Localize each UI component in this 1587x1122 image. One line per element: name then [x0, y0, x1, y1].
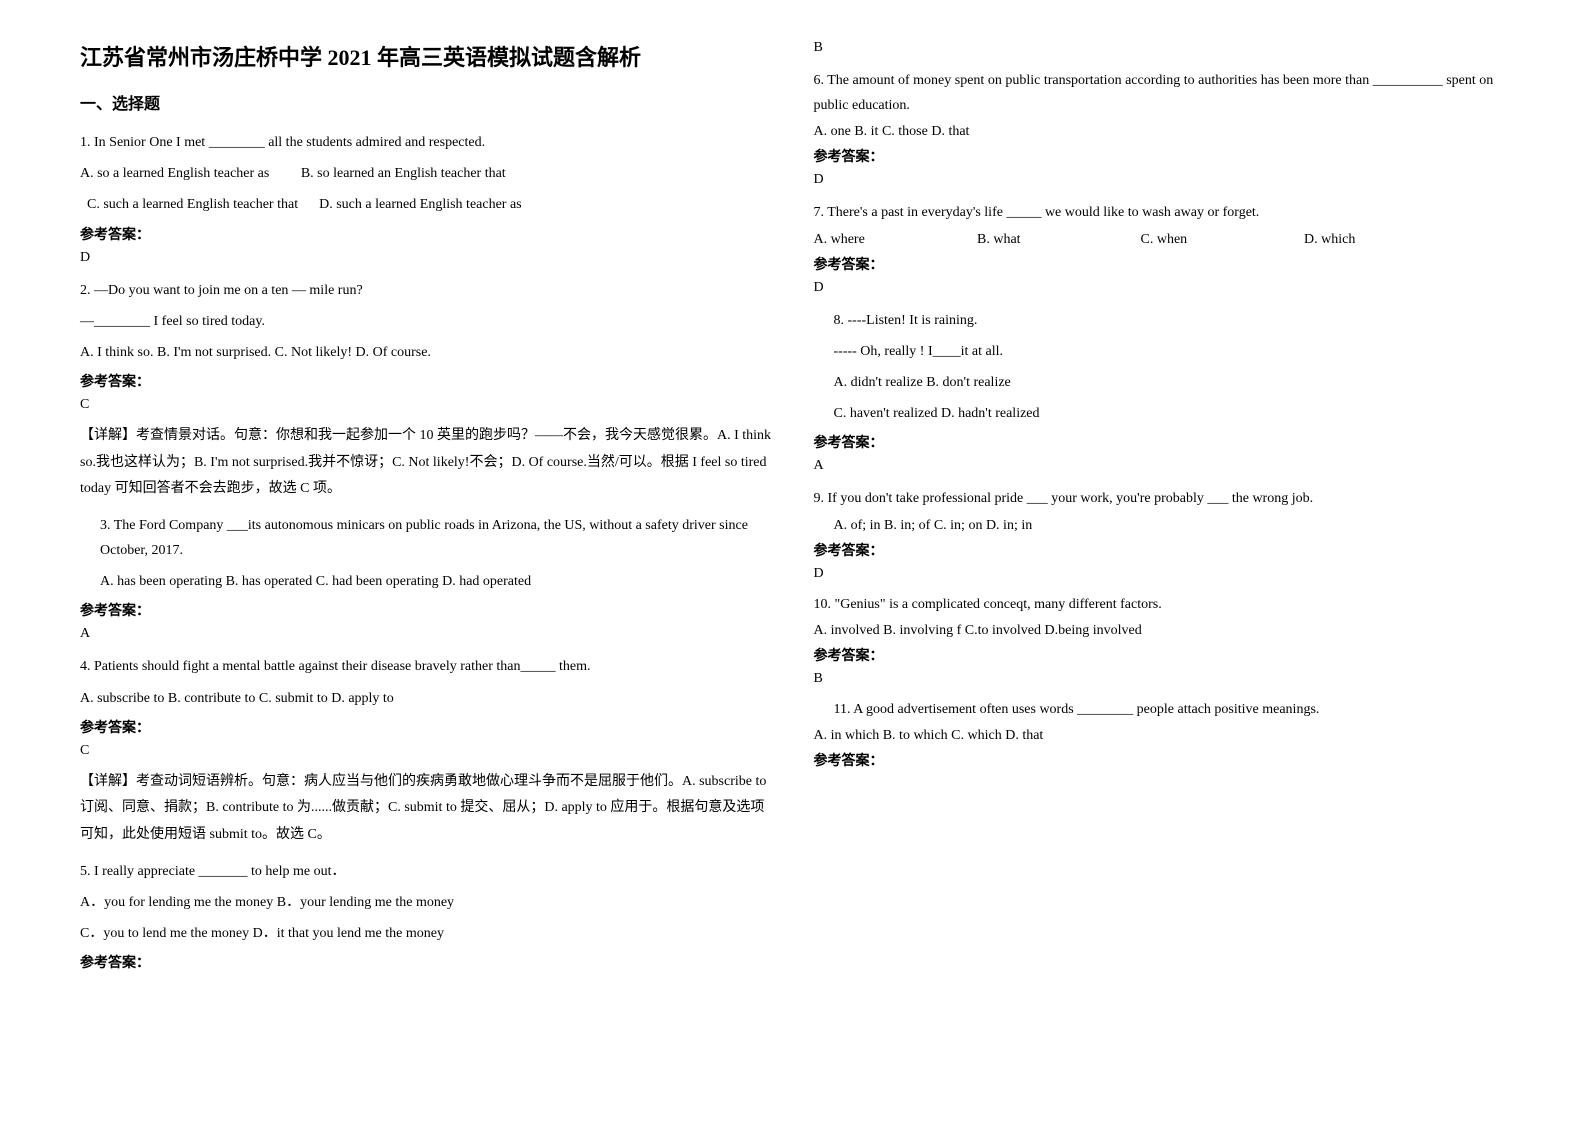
q5-answer-label: 参考答案：: [80, 952, 774, 972]
q11-text: 11. A good advertisement often uses word…: [814, 697, 1508, 722]
q1-options-row2: C. such a learned English teacher that D…: [80, 192, 774, 217]
q7-options: A. where B. what C. when D. which: [814, 232, 1508, 248]
q11-options: A. in which B. to which C. which D. that: [814, 728, 1508, 744]
q10-options: A. involved B. involving f C.to involved…: [814, 623, 1508, 639]
q2-explain: 【详解】考查情景对话。句意：你想和我一起参加一个 10 英里的跑步吗？——不会，…: [80, 423, 774, 503]
q8-optAB: A. didn't realize B. don't realize: [814, 370, 1508, 395]
q6-answer: D: [814, 172, 1508, 188]
q2-line1: 2. —Do you want to join me on a ten — mi…: [80, 278, 774, 303]
q11-answer-label: 参考答案：: [814, 750, 1508, 770]
q6-text: 6. The amount of money spent on public t…: [814, 68, 1508, 118]
q9-answer: D: [814, 566, 1508, 582]
q9-answer-label: 参考答案：: [814, 540, 1508, 560]
q7-optA: A. where: [814, 232, 974, 248]
q7-answer: D: [814, 280, 1508, 296]
q3-text: 3. The Ford Company ___its autonomous mi…: [80, 513, 774, 563]
right-column: B 6. The amount of money spent on public…: [794, 40, 1528, 1082]
q6-answer-label: 参考答案：: [814, 146, 1508, 166]
q4-explain: 【详解】考查动词短语辨析。句意：病人应当与他们的疾病勇敢地做心理斗争而不是屈服于…: [80, 769, 774, 849]
q5-answer: B: [814, 40, 1508, 56]
q10-text: 10. "Genius" is a complicated conceqt, m…: [814, 592, 1508, 617]
q7-optC: C. when: [1141, 232, 1301, 248]
q2-answer-label: 参考答案：: [80, 371, 774, 391]
q1-options-row1: A. so a learned English teacher as B. so…: [80, 161, 774, 186]
q1-optA: A. so a learned English teacher as: [80, 166, 269, 181]
q8-line1: 8. ----Listen! It is raining.: [814, 308, 1508, 333]
q5-optCD: C．you to lend me the money D．it that you…: [80, 921, 774, 946]
q9-options: A. of; in B. in; of C. in; on D. in; in: [814, 518, 1508, 534]
q7-text: 7. There's a past in everyday's life ___…: [814, 200, 1508, 225]
q7-optD: D. which: [1304, 232, 1404, 248]
q5-text: 5. I really appreciate _______ to help m…: [80, 859, 774, 884]
doc-title: 江苏省常州市汤庄桥中学 2021 年高三英语模拟试题含解析: [80, 40, 774, 72]
q1-optD: D. such a learned English teacher as: [319, 197, 522, 212]
q3-answer: A: [80, 626, 774, 642]
q1-optC: C. such a learned English teacher that: [87, 197, 298, 212]
q8-answer: A: [814, 458, 1508, 474]
q9-text: 9. If you don't take professional pride …: [814, 486, 1508, 511]
q1-optB: B. so learned an English teacher that: [301, 166, 506, 181]
q3-answer-label: 参考答案：: [80, 600, 774, 620]
q10-answer-label: 参考答案：: [814, 645, 1508, 665]
q4-answer: C: [80, 743, 774, 759]
q4-answer-label: 参考答案：: [80, 717, 774, 737]
q7-optB: B. what: [977, 232, 1137, 248]
q5-optAB: A．you for lending me the money B．your le…: [80, 890, 774, 915]
q2-line2: —________ I feel so tired today.: [80, 309, 774, 334]
q6-options: A. one B. it C. those D. that: [814, 124, 1508, 140]
q1-answer-label: 参考答案：: [80, 224, 774, 244]
q2-options: A. I think so. B. I'm not surprised. C. …: [80, 340, 774, 365]
q10-answer: B: [814, 671, 1508, 687]
q4-options: A. subscribe to B. contribute to C. subm…: [80, 686, 774, 711]
q8-line2: ----- Oh, really ! I____it at all.: [814, 339, 1508, 364]
q1-answer: D: [80, 250, 774, 266]
q7-answer-label: 参考答案：: [814, 254, 1508, 274]
left-column: 江苏省常州市汤庄桥中学 2021 年高三英语模拟试题含解析 一、选择题 1. I…: [60, 40, 794, 1082]
q8-optCD: C. haven't realized D. hadn't realized: [814, 401, 1508, 426]
q3-options: A. has been operating B. has operated C.…: [80, 569, 774, 594]
q8-answer-label: 参考答案：: [814, 432, 1508, 452]
q1-text: 1. In Senior One I met ________ all the …: [80, 130, 774, 155]
section-heading: 一、选择题: [80, 90, 774, 114]
q4-text: 4. Patients should fight a mental battle…: [80, 654, 774, 679]
q2-answer: C: [80, 397, 774, 413]
